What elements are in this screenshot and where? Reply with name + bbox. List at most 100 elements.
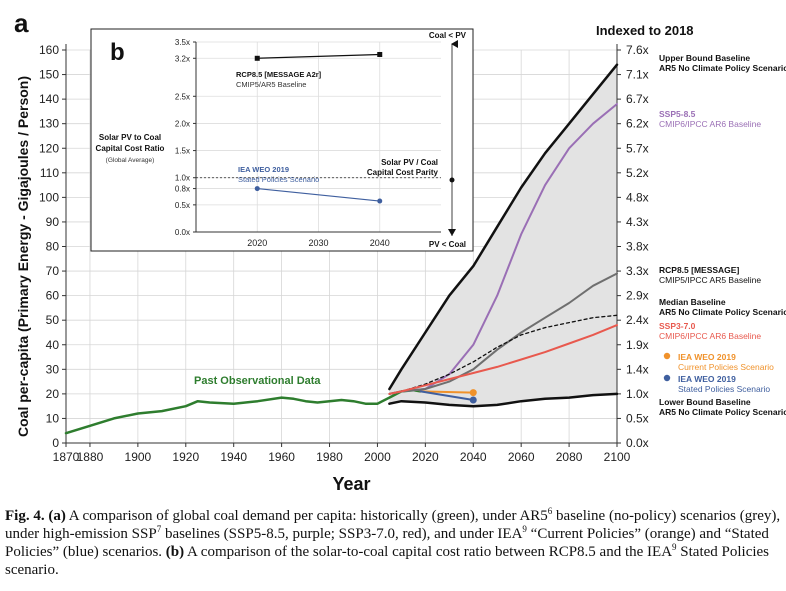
y-tick-label: 50 bbox=[46, 313, 60, 327]
legend-subtitle: AR5 No Climate Policy Scenarios bbox=[659, 63, 786, 73]
y-tick-label: 150 bbox=[39, 68, 59, 82]
inset-series-label: IEA WEO 2019 bbox=[238, 165, 289, 174]
inset-ylabel-line1: Solar PV to Coal bbox=[99, 133, 161, 142]
figure-caption: Fig. 4. (a) A comparison of global coal … bbox=[5, 507, 783, 579]
caption-part-a: (a) bbox=[48, 508, 66, 524]
caption-ref: 9 bbox=[522, 524, 527, 534]
x-tick-label: 1880 bbox=[77, 450, 104, 464]
y-tick-label: 80 bbox=[46, 240, 60, 254]
inset-y-tick-label: 1.5x bbox=[175, 147, 190, 156]
inset-series-label: RCP8.5 [MESSAGE A2r] bbox=[236, 70, 322, 79]
inset-series-sublabel: CMIP5/AR5 Baseline bbox=[236, 80, 306, 89]
inset-point bbox=[377, 198, 383, 204]
inset-y-tick-label: 0.8x bbox=[175, 185, 190, 194]
legend-title: IEA WEO 2019 bbox=[678, 352, 736, 362]
inset-point bbox=[377, 51, 383, 57]
right-tick-label: 4.8x bbox=[626, 190, 649, 204]
y-tick-label: 0 bbox=[52, 436, 59, 450]
right-tick-label: 3.8x bbox=[626, 240, 649, 254]
caption-fig-label: Fig. 4. bbox=[5, 508, 45, 524]
parity-label-2: Capital Cost Parity bbox=[367, 168, 439, 177]
caption-part-b: (b) bbox=[165, 544, 185, 560]
right-tick-label: 1.0x bbox=[626, 387, 649, 401]
y-tick-label: 30 bbox=[46, 362, 60, 376]
inset-x-tick-label: 2040 bbox=[370, 238, 390, 248]
inset-y-tick-label: 0.0x bbox=[175, 228, 190, 237]
right-tick-label: 6.2x bbox=[626, 117, 649, 131]
y-tick-label: 130 bbox=[39, 117, 59, 131]
inset-ylabel-line2: Capital Cost Ratio bbox=[96, 144, 165, 153]
series-line bbox=[419, 390, 475, 401]
legend-subtitle: CMIP6/IPCC AR6 Baseline bbox=[659, 331, 761, 341]
inset-x-tick-label: 2030 bbox=[308, 238, 328, 248]
legend-title: SSP5-8.5 bbox=[659, 109, 696, 119]
inset-point bbox=[254, 55, 260, 61]
figure: a 01020304050607080901001101201301401501… bbox=[14, 8, 786, 494]
x-tick-label: 2040 bbox=[460, 450, 487, 464]
panel-a-label: a bbox=[14, 8, 29, 38]
series-line bbox=[419, 390, 475, 394]
right-tick-label: 3.3x bbox=[626, 264, 649, 278]
inset-x-tick-label: 2020 bbox=[247, 238, 267, 248]
right-tick-label: 1.9x bbox=[626, 338, 649, 352]
inset-series-sublabel: Stated Policies Scenario bbox=[238, 175, 319, 184]
x-axis-title: Year bbox=[332, 474, 370, 494]
legend-subtitle: AR5 No Climate Policy Scenarios bbox=[659, 407, 786, 417]
parity-label-1: Solar PV / Coal bbox=[381, 158, 438, 167]
y-tick-label: 20 bbox=[46, 387, 60, 401]
right-tick-label: 1.4x bbox=[626, 362, 649, 376]
y-tick-label: 100 bbox=[39, 190, 59, 204]
legend-title: RCP8.5 [MESSAGE] bbox=[659, 265, 739, 275]
legend-title: Upper Bound Baseline bbox=[659, 53, 750, 63]
legend-marker bbox=[663, 374, 671, 382]
series-line bbox=[388, 324, 618, 395]
caption-text: “Current Policies” (orange) and “Stated … bbox=[5, 526, 769, 560]
right-tick-label: 5.7x bbox=[626, 141, 649, 155]
x-tick-label: 1940 bbox=[220, 450, 247, 464]
legend-title: SSP3-7.0 bbox=[659, 321, 696, 331]
y-tick-label: 110 bbox=[40, 166, 59, 180]
past-data-label: Past Observational Data bbox=[194, 375, 321, 387]
parity-dot bbox=[449, 177, 455, 183]
panel-b-label: b bbox=[110, 39, 125, 66]
y-tick-label: 70 bbox=[46, 264, 60, 278]
caption-ref: 9 bbox=[672, 542, 677, 552]
pv-lt-coal-label: PV < Coal bbox=[429, 240, 466, 249]
right-tick-label: 2.4x bbox=[626, 313, 649, 327]
inset-chart: 0.0x 0.5x 0.8x 1.0x 1.5x 2.0x 2.5x 3.2x 3.5x 2020… bbox=[90, 28, 474, 252]
y-axis-title: Coal per-capita (Primary Energy - Gigajo… bbox=[15, 76, 31, 437]
caption-text: baseline (no-policy) scenarios (grey), u… bbox=[5, 508, 781, 542]
inset-y-tick-label: 0.5x bbox=[175, 201, 190, 210]
inset-frame bbox=[90, 28, 474, 252]
y-tick-label: 140 bbox=[39, 92, 59, 106]
baseline-envelope bbox=[389, 64, 617, 407]
right-tick-label: 5.2x bbox=[626, 166, 649, 180]
y-tick-label: 120 bbox=[39, 141, 59, 155]
right-tick-label: 0.5x bbox=[626, 411, 649, 425]
right-axis-title: Indexed to 2018 bbox=[596, 23, 694, 38]
legend-subtitle: Stated Policies Scenario bbox=[678, 384, 770, 394]
x-tick-label: 2000 bbox=[364, 450, 391, 464]
y-tick-label: 60 bbox=[46, 289, 60, 303]
x-tick-label: 2100 bbox=[604, 450, 631, 464]
inset-y-tick-label: 2.5x bbox=[175, 92, 190, 101]
x-tick-label: 1870 bbox=[53, 450, 80, 464]
series-point bbox=[469, 396, 477, 404]
x-tick-label: 1980 bbox=[316, 450, 343, 464]
series-line bbox=[64, 388, 422, 435]
x-tick-label: 2060 bbox=[508, 450, 535, 464]
legend-marker bbox=[663, 352, 671, 360]
legend-title: Lower Bound Baseline bbox=[659, 397, 751, 407]
right-tick-label: 2.9x bbox=[626, 289, 649, 303]
caption-text: A comparison of global coal demand per c… bbox=[65, 508, 548, 524]
arrow-down-head bbox=[448, 229, 456, 236]
x-tick-label: 1920 bbox=[172, 450, 199, 464]
series-line bbox=[388, 63, 619, 391]
right-tick-label: 0.0x bbox=[626, 436, 649, 450]
inset-series-line bbox=[257, 53, 380, 59]
x-tick-label: 1900 bbox=[125, 450, 152, 464]
x-tick-label: 2020 bbox=[412, 450, 439, 464]
caption-ref: 7 bbox=[156, 524, 162, 534]
caption-text: A comparison of the solar-to-coal capita… bbox=[184, 544, 673, 560]
series-line bbox=[388, 272, 618, 395]
